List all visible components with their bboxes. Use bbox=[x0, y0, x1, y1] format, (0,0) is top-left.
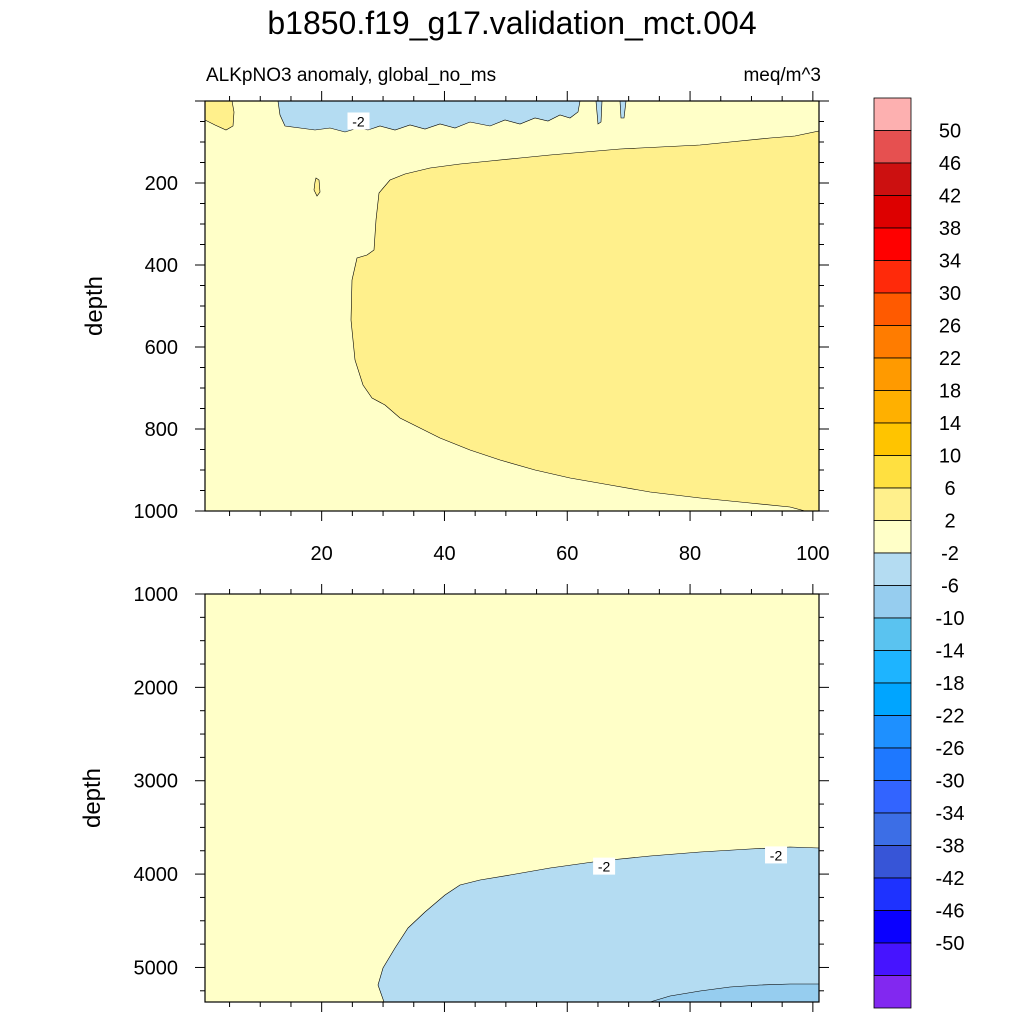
colorbar-label: 50 bbox=[939, 121, 961, 143]
colorbar-label: -26 bbox=[936, 738, 965, 760]
colorbar-label: -30 bbox=[936, 771, 965, 793]
lower-negative-region bbox=[377, 846, 820, 1003]
colorbar-label: -38 bbox=[936, 836, 965, 858]
upper-small-blob bbox=[313, 177, 321, 197]
upper-panel: 20 40 60 80 100 200 400 600 800 1000 -2 depth bbox=[81, 91, 830, 565]
lower-panel: 1000 2000 3000 4000 5000 -2 -2 depth bbox=[79, 584, 829, 1012]
y-tick-label: 5000 bbox=[134, 957, 179, 979]
colorbar-label: -6 bbox=[941, 576, 959, 598]
colorbar-swatch bbox=[873, 357, 912, 391]
colorbar-label: -2 bbox=[941, 543, 959, 565]
colorbar-swatch bbox=[873, 390, 912, 424]
colorbar-label: -34 bbox=[936, 803, 965, 825]
colorbar-swatch bbox=[873, 715, 912, 749]
colorbar-swatch bbox=[873, 325, 912, 359]
x-tick-label: 80 bbox=[679, 543, 701, 565]
upper-positive-region bbox=[350, 130, 820, 512]
y-tick-label: 200 bbox=[145, 173, 178, 195]
y-tick-label: 600 bbox=[145, 337, 178, 359]
colorbar-label: -50 bbox=[936, 933, 965, 955]
colorbar-label: 6 bbox=[944, 478, 955, 500]
x-tick-label: 20 bbox=[311, 543, 333, 565]
colorbar-swatch bbox=[873, 97, 912, 131]
chart-title: b1850.f19_g17.validation_mct.004 bbox=[267, 5, 756, 41]
y-tick-label: 2000 bbox=[134, 677, 179, 699]
colorbar-swatch bbox=[873, 942, 912, 976]
colorbar-label: 18 bbox=[939, 381, 961, 403]
contour-label: -2 bbox=[352, 114, 365, 130]
colorbar-swatch bbox=[873, 845, 912, 879]
colorbar-label: 42 bbox=[939, 186, 961, 208]
contour-label-box bbox=[593, 857, 616, 875]
y-tick-label: 3000 bbox=[134, 771, 179, 793]
contour-label-box bbox=[347, 112, 370, 130]
colorbar-swatch bbox=[873, 260, 912, 294]
colorbar-swatch bbox=[873, 552, 912, 586]
colorbar-label: 2 bbox=[944, 511, 955, 533]
colorbar-label: 38 bbox=[939, 218, 961, 240]
colorbar-label: 34 bbox=[939, 251, 961, 273]
colorbar-label: -10 bbox=[936, 608, 965, 630]
y-tick-label: 400 bbox=[145, 255, 178, 277]
colorbar-swatch bbox=[873, 455, 912, 489]
contour-label-box bbox=[765, 846, 788, 864]
colorbar-label: 14 bbox=[939, 413, 961, 435]
colorbar-swatch bbox=[873, 585, 912, 619]
colorbar-swatch bbox=[873, 617, 912, 651]
colorbar-label: 26 bbox=[939, 316, 961, 338]
colorbar-swatch bbox=[873, 487, 912, 521]
colorbar-swatch bbox=[873, 650, 912, 684]
colorbar-swatch bbox=[873, 975, 912, 1009]
contour-label: -2 bbox=[598, 859, 611, 875]
x-tick-label: 60 bbox=[556, 543, 578, 565]
colorbar-label: -42 bbox=[936, 868, 965, 890]
colorbar-label: -22 bbox=[936, 706, 965, 728]
colorbar-swatch bbox=[873, 747, 912, 781]
colorbar-swatch bbox=[873, 812, 912, 846]
x-tick-label: 100 bbox=[796, 543, 829, 565]
colorbar-label: 10 bbox=[939, 446, 961, 468]
colorbar-swatch bbox=[873, 195, 912, 229]
lower-panel-frame bbox=[204, 593, 820, 1003]
x-tick-label: 40 bbox=[433, 543, 455, 565]
colorbar-swatch bbox=[873, 227, 912, 261]
colorbar-swatch bbox=[873, 162, 912, 196]
colorbar-label: 30 bbox=[939, 283, 961, 305]
colorbar-swatch bbox=[873, 682, 912, 716]
y-tick-label: 1000 bbox=[134, 584, 179, 606]
units-label: meq/m^3 bbox=[743, 65, 821, 86]
colorbar-swatch bbox=[873, 910, 912, 944]
colorbar-swatch bbox=[873, 877, 912, 911]
colorbar: 50 46 42 38 34 30 26 22 18 14 10 6 2 -2 -6 -10 -14 -18 -22… bbox=[873, 97, 965, 1009]
colorbar-swatch bbox=[873, 130, 912, 164]
colorbar-swatch bbox=[873, 520, 912, 554]
colorbar-label: 46 bbox=[939, 153, 961, 175]
upper-surface-patch bbox=[204, 100, 235, 131]
chart-subtitle: ALKpNO3 anomaly, global_no_ms bbox=[206, 65, 496, 86]
colorbar-label: -14 bbox=[936, 641, 965, 663]
colorbar-swatch bbox=[873, 422, 912, 456]
colorbar-swatch bbox=[873, 292, 912, 326]
colorbar-label: 22 bbox=[939, 348, 961, 370]
y-tick-label: 1000 bbox=[134, 501, 179, 523]
colorbar-label: -18 bbox=[936, 673, 965, 695]
y-tick-label: 800 bbox=[145, 419, 178, 441]
colorbar-swatch bbox=[873, 780, 912, 814]
contour-label: -2 bbox=[770, 847, 783, 863]
y-tick-label: 4000 bbox=[134, 864, 179, 886]
colorbar-label: -46 bbox=[936, 901, 965, 923]
lower-y-axis-label: depth bbox=[79, 768, 106, 828]
upper-y-axis-label: depth bbox=[81, 276, 108, 336]
